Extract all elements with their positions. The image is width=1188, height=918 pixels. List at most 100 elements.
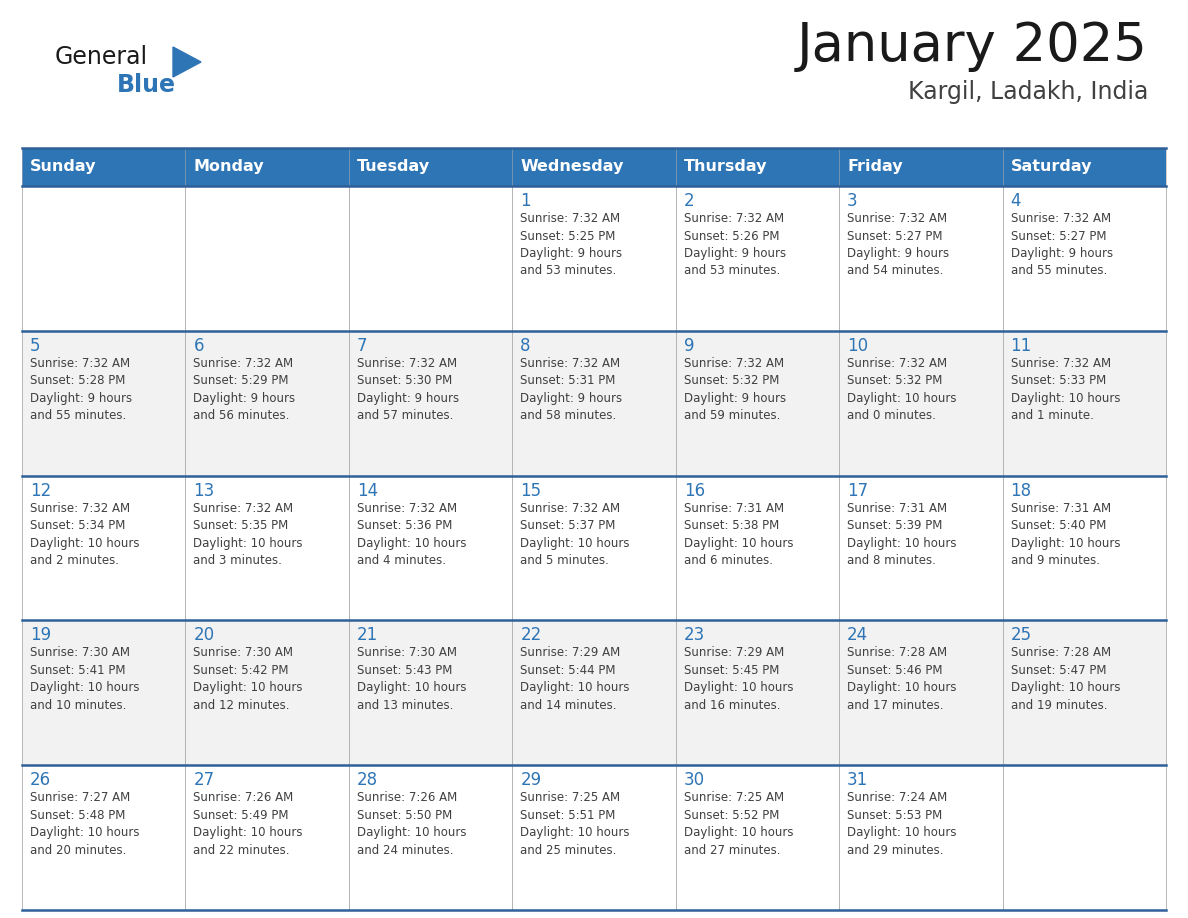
Bar xyxy=(349,186,512,330)
Bar xyxy=(839,476,1003,621)
Text: 27: 27 xyxy=(194,771,215,789)
Text: Sunrise: 7:30 AM
Sunset: 5:42 PM
Daylight: 10 hours
and 12 minutes.: Sunrise: 7:30 AM Sunset: 5:42 PM Dayligh… xyxy=(194,646,303,711)
Text: 7: 7 xyxy=(356,337,367,354)
Bar xyxy=(23,148,185,186)
Bar xyxy=(185,148,349,186)
Text: 22: 22 xyxy=(520,626,542,644)
Text: 31: 31 xyxy=(847,771,868,789)
Text: Sunrise: 7:32 AM
Sunset: 5:33 PM
Daylight: 10 hours
and 1 minute.: Sunrise: 7:32 AM Sunset: 5:33 PM Dayligh… xyxy=(1011,357,1120,422)
Text: Sunrise: 7:32 AM
Sunset: 5:29 PM
Daylight: 9 hours
and 56 minutes.: Sunrise: 7:32 AM Sunset: 5:29 PM Dayligh… xyxy=(194,357,296,422)
Text: Monday: Monday xyxy=(194,160,264,174)
Bar xyxy=(1003,186,1165,330)
Text: Sunrise: 7:29 AM
Sunset: 5:45 PM
Daylight: 10 hours
and 16 minutes.: Sunrise: 7:29 AM Sunset: 5:45 PM Dayligh… xyxy=(684,646,794,711)
Bar xyxy=(676,476,839,621)
Text: Sunrise: 7:30 AM
Sunset: 5:41 PM
Daylight: 10 hours
and 10 minutes.: Sunrise: 7:30 AM Sunset: 5:41 PM Dayligh… xyxy=(30,646,139,711)
Text: Sunrise: 7:32 AM
Sunset: 5:32 PM
Daylight: 10 hours
and 0 minutes.: Sunrise: 7:32 AM Sunset: 5:32 PM Dayligh… xyxy=(847,357,956,422)
Bar xyxy=(349,476,512,621)
Text: 29: 29 xyxy=(520,771,542,789)
Text: Sunrise: 7:32 AM
Sunset: 5:34 PM
Daylight: 10 hours
and 2 minutes.: Sunrise: 7:32 AM Sunset: 5:34 PM Dayligh… xyxy=(30,501,139,567)
Bar xyxy=(676,621,839,766)
Bar xyxy=(839,766,1003,910)
Bar xyxy=(512,148,676,186)
Text: Tuesday: Tuesday xyxy=(356,160,430,174)
Bar xyxy=(1003,330,1165,476)
Text: Sunrise: 7:30 AM
Sunset: 5:43 PM
Daylight: 10 hours
and 13 minutes.: Sunrise: 7:30 AM Sunset: 5:43 PM Dayligh… xyxy=(356,646,467,711)
Text: Sunrise: 7:29 AM
Sunset: 5:44 PM
Daylight: 10 hours
and 14 minutes.: Sunrise: 7:29 AM Sunset: 5:44 PM Dayligh… xyxy=(520,646,630,711)
Text: Sunrise: 7:32 AM
Sunset: 5:28 PM
Daylight: 9 hours
and 55 minutes.: Sunrise: 7:32 AM Sunset: 5:28 PM Dayligh… xyxy=(30,357,132,422)
Bar xyxy=(839,148,1003,186)
Text: Sunrise: 7:32 AM
Sunset: 5:27 PM
Daylight: 9 hours
and 55 minutes.: Sunrise: 7:32 AM Sunset: 5:27 PM Dayligh… xyxy=(1011,212,1113,277)
Text: Thursday: Thursday xyxy=(684,160,767,174)
Text: 21: 21 xyxy=(356,626,378,644)
Text: 2: 2 xyxy=(684,192,694,210)
Text: 4: 4 xyxy=(1011,192,1020,210)
Text: 15: 15 xyxy=(520,482,542,499)
Text: Kargil, Ladakh, India: Kargil, Ladakh, India xyxy=(908,80,1148,104)
Bar xyxy=(512,330,676,476)
Text: 13: 13 xyxy=(194,482,215,499)
Text: General: General xyxy=(55,45,148,69)
Bar xyxy=(839,186,1003,330)
Text: Sunrise: 7:32 AM
Sunset: 5:37 PM
Daylight: 10 hours
and 5 minutes.: Sunrise: 7:32 AM Sunset: 5:37 PM Dayligh… xyxy=(520,501,630,567)
Text: 9: 9 xyxy=(684,337,694,354)
Bar xyxy=(349,621,512,766)
Text: 23: 23 xyxy=(684,626,704,644)
Text: Sunrise: 7:32 AM
Sunset: 5:32 PM
Daylight: 9 hours
and 59 minutes.: Sunrise: 7:32 AM Sunset: 5:32 PM Dayligh… xyxy=(684,357,785,422)
Bar xyxy=(512,621,676,766)
Text: 18: 18 xyxy=(1011,482,1031,499)
Text: 14: 14 xyxy=(356,482,378,499)
Bar xyxy=(185,766,349,910)
Bar xyxy=(1003,621,1165,766)
Text: 24: 24 xyxy=(847,626,868,644)
Text: 11: 11 xyxy=(1011,337,1032,354)
Text: 6: 6 xyxy=(194,337,204,354)
Bar xyxy=(185,330,349,476)
Bar xyxy=(512,186,676,330)
Bar xyxy=(676,766,839,910)
Text: 19: 19 xyxy=(30,626,51,644)
Bar xyxy=(23,766,185,910)
Text: Sunrise: 7:31 AM
Sunset: 5:40 PM
Daylight: 10 hours
and 9 minutes.: Sunrise: 7:31 AM Sunset: 5:40 PM Dayligh… xyxy=(1011,501,1120,567)
Text: 8: 8 xyxy=(520,337,531,354)
Text: 16: 16 xyxy=(684,482,704,499)
Text: 26: 26 xyxy=(30,771,51,789)
Text: Sunrise: 7:32 AM
Sunset: 5:31 PM
Daylight: 9 hours
and 58 minutes.: Sunrise: 7:32 AM Sunset: 5:31 PM Dayligh… xyxy=(520,357,623,422)
Bar xyxy=(839,621,1003,766)
Bar xyxy=(1003,476,1165,621)
Text: Sunrise: 7:32 AM
Sunset: 5:25 PM
Daylight: 9 hours
and 53 minutes.: Sunrise: 7:32 AM Sunset: 5:25 PM Dayligh… xyxy=(520,212,623,277)
Text: 17: 17 xyxy=(847,482,868,499)
Text: Sunrise: 7:31 AM
Sunset: 5:38 PM
Daylight: 10 hours
and 6 minutes.: Sunrise: 7:31 AM Sunset: 5:38 PM Dayligh… xyxy=(684,501,794,567)
Text: Sunrise: 7:31 AM
Sunset: 5:39 PM
Daylight: 10 hours
and 8 minutes.: Sunrise: 7:31 AM Sunset: 5:39 PM Dayligh… xyxy=(847,501,956,567)
Bar xyxy=(676,330,839,476)
Text: Saturday: Saturday xyxy=(1011,160,1092,174)
Text: 30: 30 xyxy=(684,771,704,789)
Bar xyxy=(185,186,349,330)
Bar xyxy=(23,330,185,476)
Text: Blue: Blue xyxy=(116,73,176,97)
Text: Sunrise: 7:25 AM
Sunset: 5:51 PM
Daylight: 10 hours
and 25 minutes.: Sunrise: 7:25 AM Sunset: 5:51 PM Dayligh… xyxy=(520,791,630,856)
Bar xyxy=(185,621,349,766)
Text: January 2025: January 2025 xyxy=(797,20,1148,72)
Text: 5: 5 xyxy=(30,337,40,354)
Text: Sunrise: 7:28 AM
Sunset: 5:46 PM
Daylight: 10 hours
and 17 minutes.: Sunrise: 7:28 AM Sunset: 5:46 PM Dayligh… xyxy=(847,646,956,711)
Text: Sunrise: 7:32 AM
Sunset: 5:30 PM
Daylight: 9 hours
and 57 minutes.: Sunrise: 7:32 AM Sunset: 5:30 PM Dayligh… xyxy=(356,357,459,422)
Text: Sunday: Sunday xyxy=(30,160,96,174)
Text: Sunrise: 7:32 AM
Sunset: 5:26 PM
Daylight: 9 hours
and 53 minutes.: Sunrise: 7:32 AM Sunset: 5:26 PM Dayligh… xyxy=(684,212,785,277)
Text: Sunrise: 7:24 AM
Sunset: 5:53 PM
Daylight: 10 hours
and 29 minutes.: Sunrise: 7:24 AM Sunset: 5:53 PM Dayligh… xyxy=(847,791,956,856)
Bar xyxy=(512,476,676,621)
Text: Sunrise: 7:27 AM
Sunset: 5:48 PM
Daylight: 10 hours
and 20 minutes.: Sunrise: 7:27 AM Sunset: 5:48 PM Dayligh… xyxy=(30,791,139,856)
Bar xyxy=(839,330,1003,476)
Bar xyxy=(23,621,185,766)
Text: Sunrise: 7:26 AM
Sunset: 5:49 PM
Daylight: 10 hours
and 22 minutes.: Sunrise: 7:26 AM Sunset: 5:49 PM Dayligh… xyxy=(194,791,303,856)
Bar xyxy=(349,766,512,910)
Text: Sunrise: 7:32 AM
Sunset: 5:36 PM
Daylight: 10 hours
and 4 minutes.: Sunrise: 7:32 AM Sunset: 5:36 PM Dayligh… xyxy=(356,501,467,567)
Text: Sunrise: 7:32 AM
Sunset: 5:27 PM
Daylight: 9 hours
and 54 minutes.: Sunrise: 7:32 AM Sunset: 5:27 PM Dayligh… xyxy=(847,212,949,277)
Bar xyxy=(1003,148,1165,186)
Text: Wednesday: Wednesday xyxy=(520,160,624,174)
Bar xyxy=(512,766,676,910)
Text: Friday: Friday xyxy=(847,160,903,174)
Bar xyxy=(23,476,185,621)
Text: 25: 25 xyxy=(1011,626,1031,644)
Text: 28: 28 xyxy=(356,771,378,789)
Polygon shape xyxy=(173,47,201,77)
